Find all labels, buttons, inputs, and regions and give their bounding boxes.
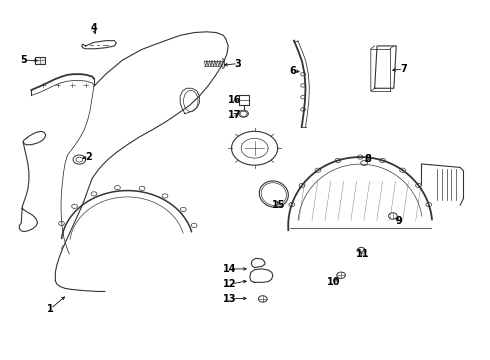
Text: 2: 2	[86, 152, 92, 162]
Text: 14: 14	[223, 264, 236, 274]
Text: 17: 17	[228, 110, 241, 120]
Text: 3: 3	[234, 59, 241, 68]
Text: 5: 5	[21, 55, 27, 65]
Bar	[35, 57, 45, 64]
Text: 12: 12	[223, 279, 236, 289]
Text: 11: 11	[356, 249, 369, 259]
Text: 8: 8	[364, 154, 371, 164]
Text: 1: 1	[47, 304, 54, 314]
Text: 6: 6	[290, 66, 296, 76]
Text: 10: 10	[327, 277, 341, 287]
Text: 15: 15	[272, 200, 285, 210]
Text: 13: 13	[223, 294, 236, 304]
Text: 16: 16	[228, 95, 241, 104]
Text: 4: 4	[90, 23, 97, 33]
Text: 7: 7	[400, 64, 407, 74]
Text: 9: 9	[395, 216, 402, 226]
